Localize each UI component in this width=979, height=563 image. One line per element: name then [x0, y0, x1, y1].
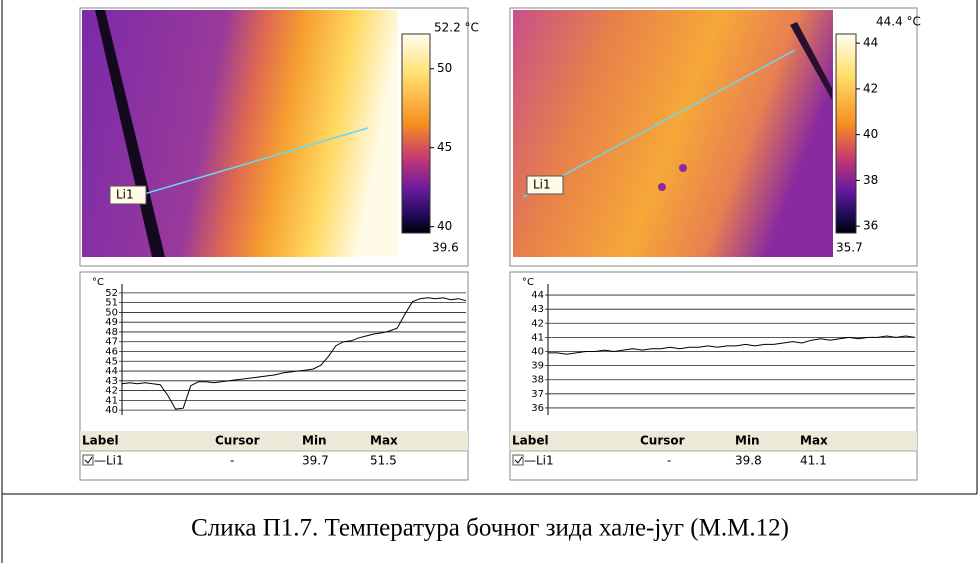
table-header-cell: Min: [735, 434, 760, 448]
y-tick-label: 41: [105, 395, 118, 406]
table-cell: —Li1: [94, 454, 124, 468]
y-tick-label: 44: [531, 290, 544, 301]
y-tick-label: 43: [531, 304, 544, 315]
table-cell: -: [667, 454, 671, 468]
y-tick-label: 49: [105, 317, 118, 328]
table-header-cell: Max: [370, 434, 398, 448]
scale-tick-label: 45: [437, 140, 452, 154]
check: [84, 456, 93, 464]
table-header-cell: Min: [302, 434, 327, 448]
color-scale: [401, 33, 431, 234]
measure-line: [522, 49, 796, 198]
caption: Слика П1.7. Температура бочног зида хале…: [191, 515, 789, 542]
scale-max: 52.2 °C: [434, 21, 479, 35]
scale-tick-label: 36: [863, 219, 878, 233]
measure-line: [109, 127, 369, 205]
y-tick-label: 40: [531, 347, 544, 358]
y-tick-label: 46: [105, 347, 118, 358]
pipe: [790, 22, 832, 100]
table-header-cell: Label: [512, 434, 549, 448]
spot: [679, 164, 687, 172]
y-tick-label: 48: [105, 327, 118, 338]
checkbox[interactable]: [512, 454, 524, 466]
table-header-cell: Cursor: [215, 434, 260, 448]
y-tick-label: 44: [105, 366, 118, 377]
unit-label: °C: [522, 277, 534, 288]
y-tick-label: 39: [531, 361, 544, 372]
table-cell: 39.8: [735, 454, 762, 468]
table-header-cell: Max: [800, 434, 828, 448]
scale-tick-label: 40: [863, 127, 878, 141]
y-tick-label: 50: [105, 307, 118, 318]
thermal-image: [513, 10, 833, 257]
scale-min: 35.7: [836, 241, 863, 255]
y-tick-label: 41: [531, 332, 544, 343]
y-tick-label: 37: [531, 389, 544, 400]
table-header: [510, 431, 917, 451]
y-tick-label: 43: [105, 376, 118, 387]
line-label: Li1: [533, 178, 551, 192]
y-tick-label: 47: [105, 337, 118, 348]
y-tick-label: 42: [531, 318, 544, 329]
y-tick-label: 38: [531, 375, 544, 386]
y-tick-label: 52: [105, 288, 118, 299]
scale-max: 44.4 °C: [876, 15, 921, 29]
y-tick-label: 51: [105, 298, 118, 309]
table-cell: 41.1: [800, 454, 827, 468]
line-label-box: [526, 175, 564, 195]
scale-tick-label: 38: [863, 173, 878, 187]
checkbox[interactable]: [82, 454, 94, 466]
scale-min: 39.6: [432, 241, 459, 255]
unit-label: °C: [92, 277, 104, 288]
scale-tick-label: 40: [437, 219, 452, 233]
color-scale: [835, 33, 857, 234]
y-tick-label: 36: [531, 403, 544, 414]
pipe: [95, 10, 165, 257]
profile-line: [548, 335, 916, 355]
scale-tick-label: 42: [863, 81, 878, 95]
table-header-cell: Label: [82, 434, 119, 448]
spot: [658, 183, 666, 191]
table-cell: —Li1: [524, 454, 554, 468]
table-cell: 39.7: [302, 454, 329, 468]
line-label-box: [109, 185, 147, 205]
scale-tick-label: 50: [437, 61, 452, 75]
y-tick-label: 42: [105, 386, 118, 397]
table-cell: 51.5: [370, 454, 397, 468]
check: [514, 456, 523, 464]
table-cell: -: [230, 454, 234, 468]
y-tick-label: 40: [105, 405, 118, 416]
table-header: [80, 431, 468, 451]
y-tick-label: 45: [105, 356, 118, 367]
scale-tick-label: 44: [863, 36, 878, 50]
table-header-cell: Cursor: [640, 434, 685, 448]
profile-line: [121, 297, 467, 410]
line-label: Li1: [116, 188, 134, 202]
